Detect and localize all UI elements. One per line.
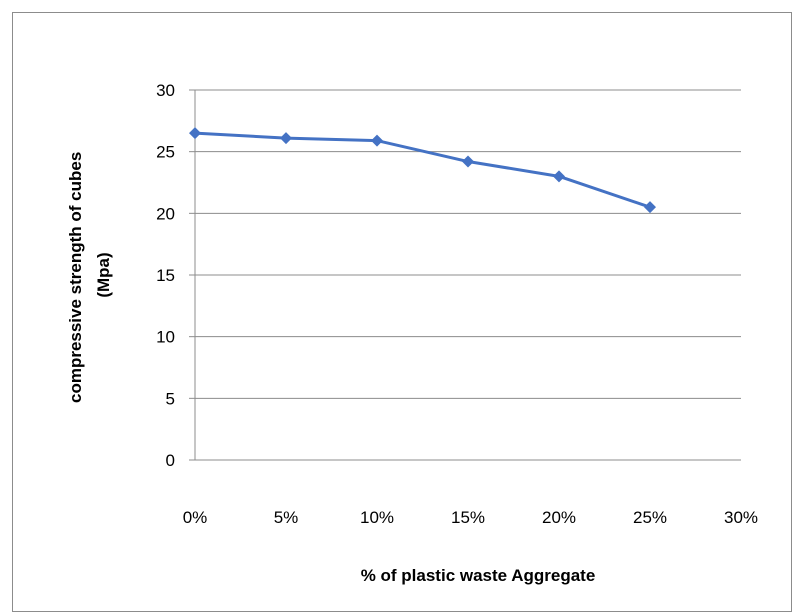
data-point-0-0 — [189, 127, 201, 140]
grid-layer — [195, 89, 741, 399]
x-tick-label-1: 5% — [274, 508, 299, 527]
y-tick-label-5: 25 — [156, 143, 175, 162]
y-axis-title-line-1: compressive strength of cubes — [66, 152, 85, 403]
x-tick-label-6: 30% — [724, 508, 758, 527]
data-point-0-3 — [462, 155, 474, 168]
x-tick-label-4: 20% — [542, 508, 576, 527]
chart-frame — [12, 12, 792, 612]
x-tick-label-3: 15% — [451, 508, 485, 527]
y-tick-labels: 0 5 10 15 20 25 30 — [156, 81, 195, 470]
x-tick-label-2: 10% — [360, 508, 394, 527]
data-point-0-5 — [644, 201, 656, 214]
x-tick-label-5: 25% — [633, 508, 667, 527]
y-tick-label-3: 15 — [156, 266, 175, 285]
data-point-0-4 — [553, 170, 565, 183]
y-tick-label-0: 0 — [166, 451, 175, 470]
y-axis-title: compressive strength of cubes (Mpa) — [66, 147, 113, 403]
data-point-0-2 — [371, 134, 383, 147]
data-point-0-1 — [280, 132, 292, 145]
y-tick-label-4: 20 — [156, 204, 175, 223]
y-tick-label-1: 5 — [166, 389, 175, 408]
x-axis-title: % of plastic waste Aggregate — [361, 566, 596, 585]
line-chart: 0 5 10 15 20 25 30 0% 5% 10% 15% 20% 25% 30% % of pl… — [66, 81, 758, 585]
series-line-0 — [194, 131, 651, 209]
y-axis-title-line-2: (Mpa) — [94, 252, 113, 297]
series-layer — [189, 127, 656, 214]
x-tick-label-0: 0% — [183, 508, 208, 527]
y-tick-label-2: 10 — [156, 328, 175, 347]
y-tick-label-6: 30 — [156, 81, 175, 100]
x-tick-labels: 0% 5% 10% 15% 20% 25% 30% — [183, 508, 758, 527]
